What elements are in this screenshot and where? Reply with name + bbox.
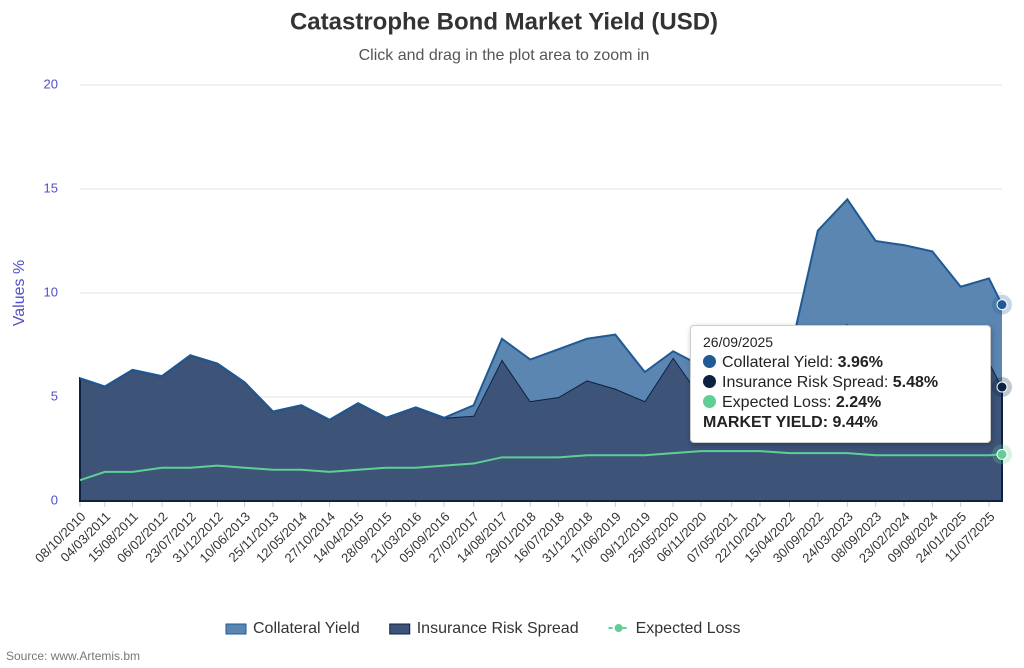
legend-item[interactable]: Insurance Risk Spread (389, 620, 579, 637)
tooltip-label: Insurance Risk Spread: (722, 374, 893, 391)
y-tick-label: 0 (51, 492, 58, 507)
point (996, 381, 1008, 393)
chart-subtitle: Click and drag in the plot area to zoom … (359, 47, 650, 64)
tooltip-row: Insurance Risk Spread: 5.48% (703, 374, 978, 392)
legend-item[interactable]: Expected Loss (608, 620, 741, 637)
tooltip-dot (703, 375, 716, 388)
legend-item[interactable]: Collateral Yield (225, 620, 360, 637)
tooltip-dot (703, 355, 716, 368)
tooltip: 26/09/2025 Collateral Yield: 3.96% Insura… (690, 325, 991, 443)
tooltip-total-label: MARKET YIELD: (703, 414, 833, 431)
legend-symbol (225, 623, 247, 635)
tooltip-label: Expected Loss: (722, 394, 836, 411)
legend-label: Expected Loss (636, 620, 741, 637)
tooltip-value: 5.48% (892, 374, 939, 391)
point (996, 299, 1008, 311)
tooltip-total-value: 9.44% (832, 414, 878, 431)
chart-title: Catastrophe Bond Market Yield (USD) (290, 8, 718, 35)
legend-symbol (614, 624, 623, 632)
tooltip-value: 3.96% (837, 354, 883, 371)
legend-symbol (389, 623, 411, 635)
y-tick-label: 15 (44, 180, 58, 195)
tooltip-row: Collateral Yield: 3.96% (703, 354, 978, 372)
legend-label: Insurance Risk Spread (417, 620, 579, 637)
area-edge (79, 197, 1003, 422)
y-tick-label: 5 (51, 388, 58, 403)
tooltip-value: 2.24% (835, 394, 882, 411)
source: Source: www.Artemis.bm (6, 649, 140, 663)
tooltip-dot (703, 395, 716, 408)
y-axis-title: Values % (11, 260, 28, 326)
y-tick-label: 20 (44, 76, 58, 91)
tooltip-label: Collateral Yield: (722, 354, 838, 371)
point (996, 448, 1008, 460)
line (79, 450, 1003, 482)
y-tick-label: 10 (44, 284, 58, 299)
tooltip-date: 26/09/2025 (703, 334, 774, 350)
tooltip-row: Expected Loss: 2.24% (703, 394, 978, 412)
legend-label: Collateral Yield (253, 620, 360, 637)
tooltip-total: MARKET YIELD: 9.44% (703, 414, 978, 432)
